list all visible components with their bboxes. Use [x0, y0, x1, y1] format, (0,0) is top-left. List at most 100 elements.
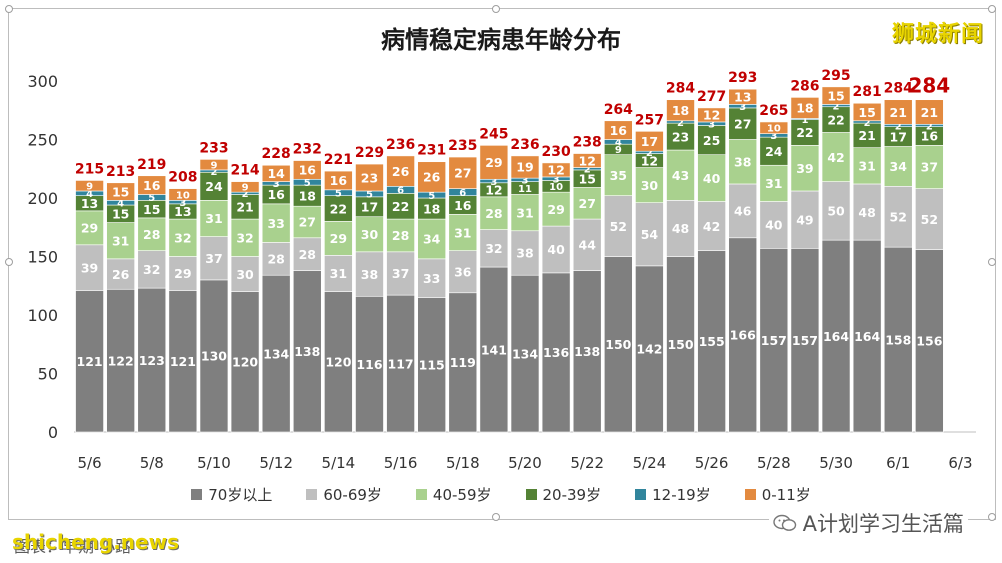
data-label: 2 — [646, 148, 653, 159]
x-tick-label: 5/12 — [259, 454, 293, 472]
legend-label: 60-69岁 — [323, 486, 382, 504]
total-label: 238 — [573, 135, 602, 151]
data-label: 18 — [423, 201, 440, 216]
total-label: 221 — [324, 152, 353, 168]
data-label: 31 — [205, 211, 222, 226]
data-label: 120 — [232, 355, 258, 370]
total-label: 214 — [230, 163, 259, 179]
data-label: 28 — [392, 228, 409, 243]
bar-segment — [883, 186, 913, 248]
resize-handle[interactable] — [5, 5, 13, 13]
data-label: 40 — [703, 171, 721, 186]
data-label: 31 — [516, 205, 533, 220]
resize-handle[interactable] — [988, 258, 996, 266]
chart-title: 病情稳定病患年龄分布 — [381, 26, 621, 54]
data-label: 29 — [330, 231, 347, 246]
data-label: 157 — [761, 333, 787, 348]
bar-segment — [137, 217, 167, 251]
resize-handle[interactable] — [492, 5, 500, 13]
data-label: 2 — [210, 167, 217, 178]
bar-segment — [448, 250, 478, 294]
data-label: 141 — [481, 342, 507, 357]
bar-segment — [604, 256, 633, 433]
data-label: 23 — [672, 129, 689, 144]
bar-segment — [728, 183, 758, 239]
x-tick-label: 6/3 — [948, 454, 972, 472]
data-label: 12 — [703, 108, 720, 123]
resize-handle[interactable] — [5, 258, 13, 266]
bar-segment — [759, 164, 789, 202]
data-label: 3 — [522, 176, 529, 187]
data-label: 150 — [605, 337, 631, 352]
bar-segment — [759, 201, 789, 249]
resize-handle[interactable] — [988, 5, 996, 13]
data-label: 9 — [615, 145, 622, 156]
data-label: 157 — [792, 333, 818, 348]
bar-segment — [199, 236, 229, 281]
bar-segment — [75, 210, 104, 246]
legend-swatch — [744, 489, 756, 500]
legend-item: 20-39岁 — [525, 484, 601, 505]
data-label: 31 — [330, 266, 347, 281]
bar-segment — [510, 230, 540, 276]
data-label: 24 — [765, 144, 783, 159]
data-label: 166 — [730, 328, 756, 343]
data-label: 13 — [734, 90, 751, 105]
total-label: 277 — [697, 89, 726, 105]
x-tick-label: 5/22 — [570, 454, 604, 472]
bar-segment — [697, 201, 726, 251]
data-label: 15 — [112, 207, 129, 222]
x-tick-label: 5/30 — [819, 454, 853, 472]
data-label: 37 — [921, 160, 938, 175]
bar-segment — [355, 216, 384, 253]
total-label: 235 — [448, 138, 477, 154]
bar-segment — [759, 121, 789, 134]
total-label: 265 — [759, 103, 788, 119]
x-tick-label: 5/18 — [446, 454, 480, 472]
total-label: 284 — [884, 81, 913, 97]
bar-segment — [75, 290, 104, 433]
bar-segment — [479, 196, 509, 230]
legend-swatch — [635, 489, 647, 500]
bar-segment — [106, 258, 135, 290]
total-label: 286 — [790, 78, 819, 94]
data-label: 52 — [921, 212, 938, 227]
brand-watermark: 狮城新闻 — [891, 22, 984, 47]
bar-segment — [386, 155, 415, 187]
bar-segment — [915, 145, 944, 189]
data-label: 2 — [584, 165, 591, 176]
data-label: 115 — [419, 357, 445, 372]
total-label: 284 — [666, 81, 695, 97]
total-label: 295 — [821, 68, 850, 84]
resize-handle[interactable] — [988, 513, 996, 521]
y-tick-label: 150 — [27, 248, 58, 267]
bar-segment — [572, 270, 602, 433]
total-label: 264 — [604, 102, 633, 118]
data-label: 1 — [801, 115, 808, 126]
data-label: 17 — [361, 200, 378, 215]
bar-segment — [821, 239, 851, 433]
data-label: 26 — [392, 164, 410, 179]
data-label: 18 — [672, 103, 689, 118]
bar-segment — [324, 195, 353, 222]
bar-segment — [728, 107, 758, 140]
bar-segment — [790, 190, 820, 249]
data-label: 155 — [699, 334, 725, 349]
data-label: 33 — [423, 271, 440, 286]
resize-handle[interactable] — [492, 513, 500, 521]
bar-segment — [199, 159, 229, 171]
bar-segment — [915, 249, 944, 433]
data-label: 39 — [81, 260, 98, 275]
data-label: 27 — [734, 116, 751, 131]
data-label: 12 — [547, 163, 564, 178]
data-label: 29 — [174, 266, 191, 281]
data-label: 13 — [174, 204, 191, 219]
data-label: 9 — [210, 160, 217, 171]
data-label: 35 — [610, 168, 627, 183]
data-label: 22 — [392, 199, 409, 214]
data-label: 32 — [236, 231, 253, 246]
bar-segment — [106, 182, 135, 201]
data-label: 5 — [304, 178, 311, 189]
bar-segment — [666, 256, 695, 433]
